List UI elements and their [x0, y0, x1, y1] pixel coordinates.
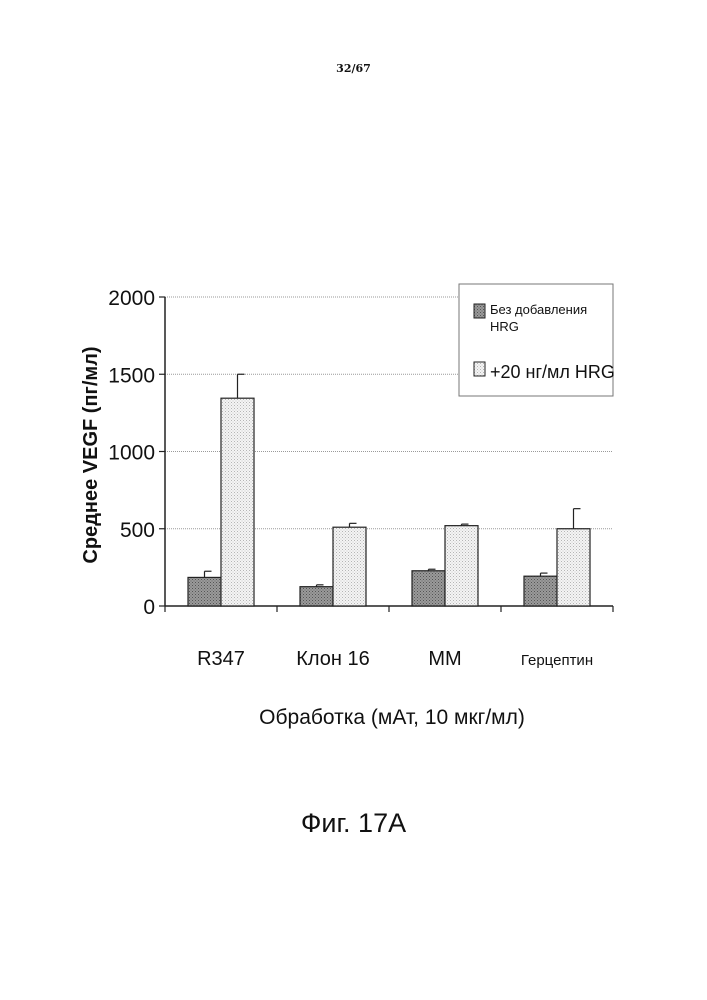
x-tick-label: Клон 16	[296, 648, 370, 670]
bar	[557, 529, 590, 606]
bar	[412, 571, 445, 606]
y-axis-title: Среднее VEGF (пг/мл)	[80, 346, 102, 563]
legend-label: Без добавления	[490, 302, 587, 317]
bars	[188, 374, 590, 606]
bar	[524, 576, 557, 606]
y-tick-labels: 0 500 1000 1500 2000	[108, 287, 155, 619]
x-tick-labels: R347 Клон 16 MM Герцептин	[197, 648, 593, 670]
bar	[188, 577, 221, 606]
x-tick-label: R347	[197, 648, 245, 670]
x-tick-label: Герцептин	[521, 652, 593, 669]
y-tick-label: 2000	[108, 287, 155, 310]
x-axis-title: Обработка (мАт, 10 мкг/мл)	[259, 706, 525, 729]
legend: Без добавления HRG +20 нг/мл HRG	[459, 284, 615, 396]
figure-caption: Фиг. 17А	[0, 808, 707, 839]
legend-label: HRG	[490, 319, 519, 334]
bar	[300, 587, 333, 606]
y-tick-label: 1000	[108, 442, 155, 465]
y-tick-label: 500	[120, 519, 155, 542]
legend-swatch	[474, 304, 485, 318]
legend-swatch	[474, 362, 485, 376]
legend-label: +20 нг/мл HRG	[490, 362, 615, 382]
x-tick-label: MM	[428, 648, 461, 670]
bar	[221, 398, 254, 606]
y-tick-label: 1500	[108, 364, 155, 387]
bar	[445, 526, 478, 606]
y-tick-label: 0	[143, 596, 155, 619]
bar	[333, 527, 366, 606]
